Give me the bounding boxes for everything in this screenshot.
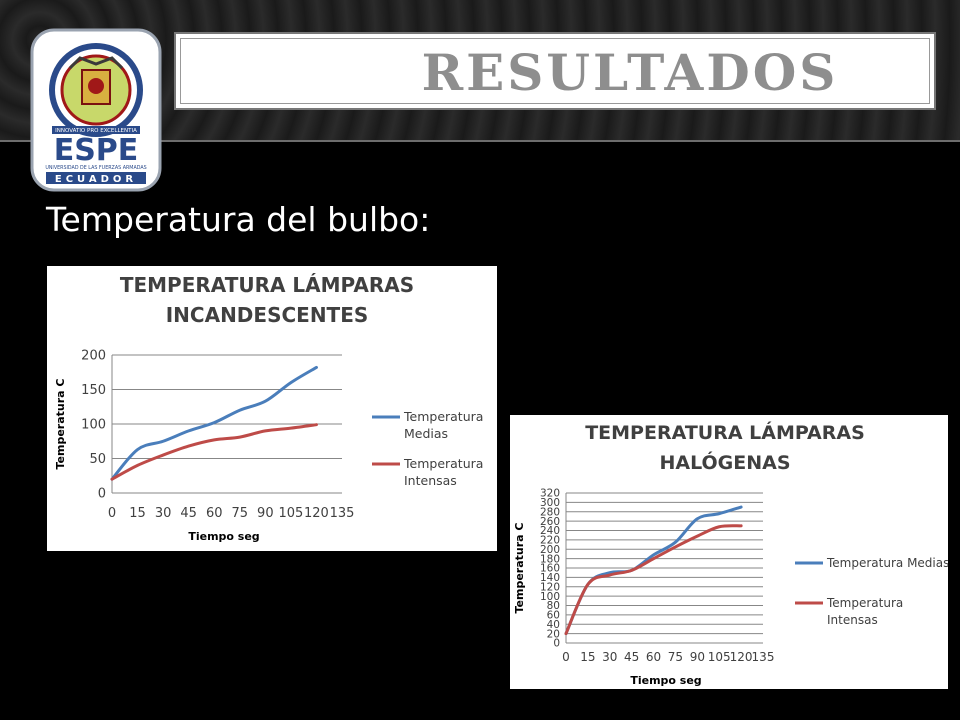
x-axis-label: Tiempo seg [188, 530, 259, 543]
svg-text:ECUADOR: ECUADOR [55, 174, 137, 185]
legend-label: Temperatura [826, 596, 903, 610]
y-tick-label: 140 [540, 572, 560, 584]
y-tick-label: 120 [540, 581, 560, 593]
chart-incandescentes: TEMPERATURA LÁMPARAS INCANDESCENTES 0 50 100… [47, 266, 497, 551]
x-tick-label: 60 [646, 650, 661, 664]
chart-title-line: HALÓGENAS [659, 450, 790, 474]
legend-label: Intensas [827, 613, 878, 627]
y-axis-label: Temperatura C [54, 379, 67, 470]
x-tick-label: 90 [257, 506, 274, 521]
y-tick-label: 220 [540, 535, 560, 547]
chart-halogenas: TEMPERATURA LÁMPARAS HALÓGENAS 0 20 40 60 80 10… [510, 415, 948, 689]
y-tick-label: 60 [547, 610, 560, 622]
x-tick-label: 15 [129, 506, 146, 521]
y-axis-label: Temperatura C [513, 523, 526, 614]
legend-label: Temperatura [403, 409, 483, 424]
x-tick-label: 120 [304, 506, 329, 521]
legend-label: Intensas [404, 473, 457, 488]
svg-text:UNIVERSIDAD DE LAS FUERZAS ARM: UNIVERSIDAD DE LAS FUERZAS ARMADAS [45, 165, 146, 171]
y-tick-label: 40 [547, 619, 560, 631]
page-title: RESULTADOS [421, 43, 839, 102]
x-tick-label: 135 [330, 506, 355, 521]
y-tick-label: 240 [540, 525, 560, 537]
y-tick-label: 280 [540, 506, 560, 518]
logo-name: ESPE [54, 133, 139, 168]
x-tick-label: 0 [562, 650, 570, 664]
x-tick-label: 105 [278, 506, 303, 521]
x-axis-label: Tiempo seg [630, 674, 701, 687]
chart-title-line: TEMPERATURA LÁMPARAS [120, 273, 414, 297]
x-tick-label: 135 [752, 650, 775, 664]
y-tick-label: 50 [89, 452, 106, 467]
chart-incandescentes-svg: TEMPERATURA LÁMPARAS INCANDESCENTES 0 50 100… [54, 273, 483, 543]
legend-label: Temperatura [403, 456, 483, 471]
y-tick-label: 200 [540, 544, 560, 556]
legend-label: Medias [404, 426, 448, 441]
title-box-inner-frame [180, 38, 930, 104]
chart-halogenas-svg: TEMPERATURA LÁMPARASHALÓGENAS02040608010… [513, 421, 948, 687]
title-box: RESULTADOS [174, 32, 936, 110]
y-tick-label: 20 [547, 628, 560, 640]
x-tick-label: 120 [730, 650, 753, 664]
chart-title-line: INCANDESCENTES [166, 303, 369, 327]
x-tick-label: 45 [624, 650, 639, 664]
x-tick-label: 0 [108, 506, 116, 521]
y-tick-label: 100 [81, 418, 106, 433]
svg-text:INNOVATIO PRO EXCELLENTIA: INNOVATIO PRO EXCELLENTIA [55, 128, 137, 134]
y-tick-label: 260 [540, 516, 560, 528]
y-tick-label: 100 [540, 591, 560, 603]
x-tick-label: 45 [180, 506, 197, 521]
x-tick-label: 30 [602, 650, 617, 664]
y-tick-label: 0 [553, 638, 560, 650]
x-tick-label: 15 [580, 650, 595, 664]
x-tick-label: 105 [708, 650, 731, 664]
series-line-medias [110, 365, 318, 481]
y-tick-label: 0 [98, 487, 106, 502]
slide-subtitle: Temperatura del bulbo: [46, 200, 431, 239]
x-tick-label: 75 [668, 650, 683, 664]
x-tick-label: 75 [232, 506, 249, 521]
x-tick-label: 60 [206, 506, 223, 521]
x-tick-label: 30 [155, 506, 172, 521]
y-tick-label: 150 [81, 383, 106, 398]
chart-title-line: TEMPERATURA LÁMPARAS [585, 421, 865, 444]
series-line-intensas [110, 423, 318, 481]
y-tick-label: 80 [547, 600, 560, 612]
espe-logo: INNOVATIO PRO EXCELLENTIA ESPE UNIVERSID… [30, 28, 162, 192]
series-line-intensas [564, 524, 743, 636]
y-tick-label: 180 [540, 553, 560, 565]
y-tick-label: 160 [540, 563, 560, 575]
y-tick-label: 300 [540, 497, 560, 509]
legend-label: Temperatura Medias [826, 556, 948, 570]
y-tick-label: 200 [81, 349, 106, 364]
x-tick-label: 90 [690, 650, 705, 664]
y-tick-label: 320 [540, 488, 560, 500]
